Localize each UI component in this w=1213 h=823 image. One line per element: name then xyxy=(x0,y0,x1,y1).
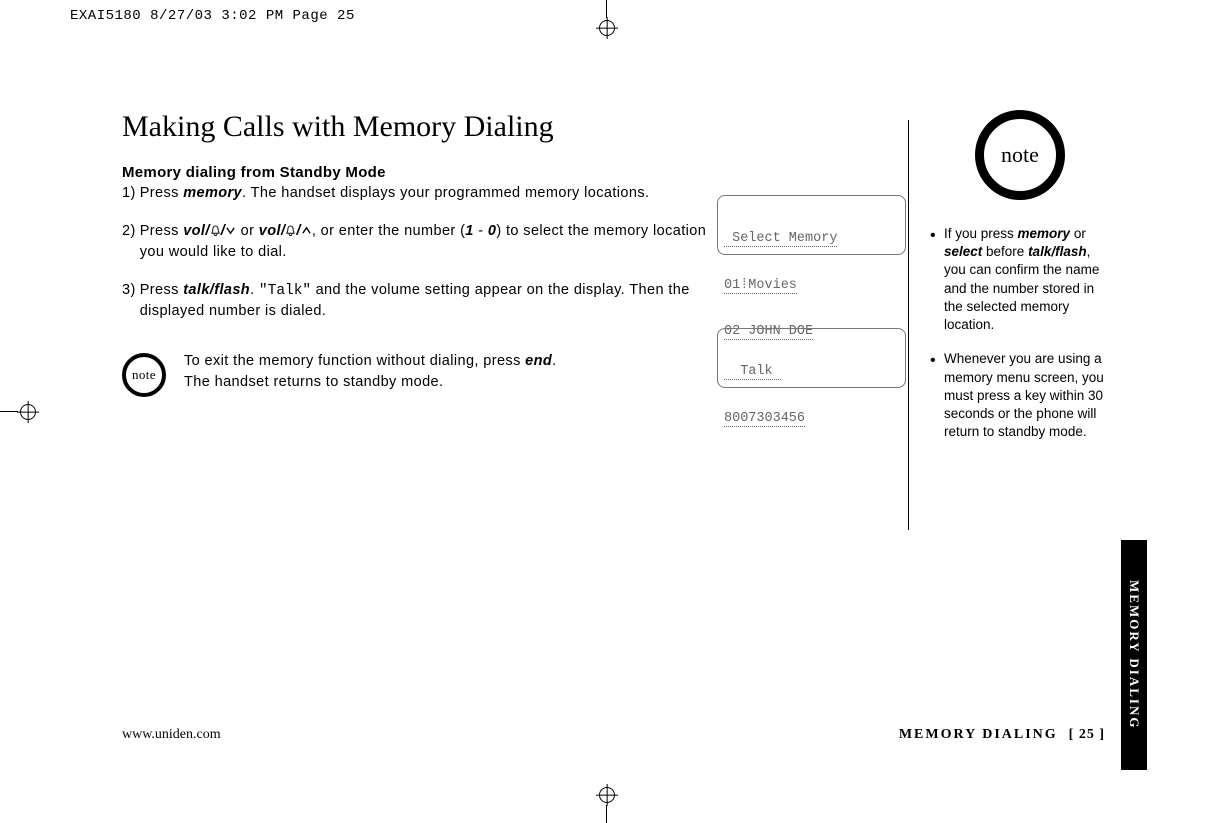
inline-note: note To exit the memory function without… xyxy=(122,351,712,397)
pdf-header: EXAI5180 8/27/03 3:02 PM Page 25 xyxy=(70,8,355,24)
footer-url: www.uniden.com xyxy=(122,727,221,743)
page-title: Making Calls with Memory Dialing xyxy=(122,110,712,144)
crop-mark-top xyxy=(599,0,615,38)
sidebar-note-1: If you press memory or select before tal… xyxy=(930,225,1110,334)
up-icon xyxy=(301,225,312,236)
down-icon xyxy=(225,225,236,236)
crop-mark-bottom xyxy=(599,785,615,823)
crop-mark-left xyxy=(0,404,38,420)
ringer-icon xyxy=(210,225,221,236)
sidebar-notes: note If you press memory or select befor… xyxy=(930,110,1110,457)
section-subtitle: Memory dialing from Standby Mode xyxy=(122,164,712,181)
note-icon: note xyxy=(122,353,166,397)
step-1: 1) Press memory. The handset displays yo… xyxy=(122,183,712,203)
sidebar-note-2: Whenever you are using a memory menu scr… xyxy=(930,350,1110,441)
step-2: 2) Press vol// or vol//, or enter the nu… xyxy=(122,221,712,262)
step-3: 3) Press talk/flash. "Talk" and the volu… xyxy=(122,280,712,322)
ringer-icon xyxy=(285,225,296,236)
note-icon-large: note xyxy=(975,110,1065,200)
lcd-display-1: Select Memory 01⁞Movies 02 JOHN DOE xyxy=(717,195,906,255)
sidebar-divider xyxy=(908,120,909,530)
footer-section: MEMORY DIALING [ 25 ] xyxy=(899,727,1105,743)
section-tab: MEMORY DIALING xyxy=(1121,540,1147,770)
lcd-display-2: Talk 8007303456 xyxy=(717,328,906,388)
main-content: Making Calls with Memory Dialing Memory … xyxy=(122,110,712,397)
